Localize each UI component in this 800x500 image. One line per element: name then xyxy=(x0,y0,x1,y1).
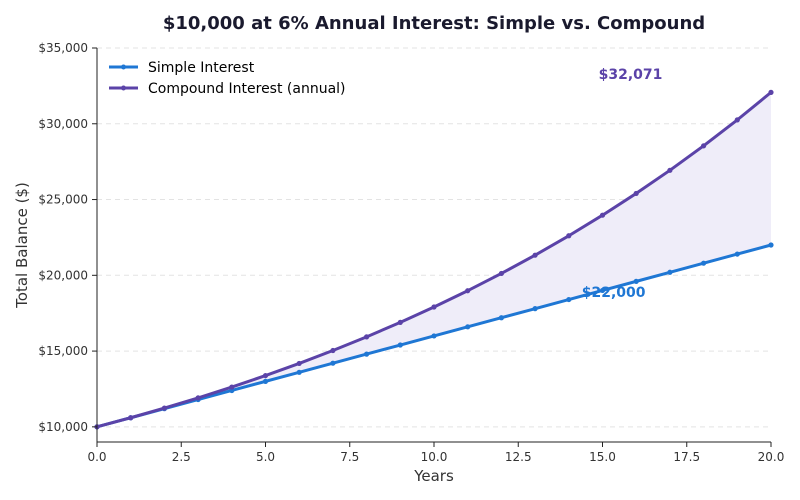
x-tick-label-3: 7.5 xyxy=(340,450,359,464)
y-tick-label-3: $25,000 xyxy=(38,193,88,207)
series-1-point-10 xyxy=(431,304,437,310)
legend-label-compound: Compound Interest (annual) xyxy=(148,81,346,97)
x-tick-label-7: 17.5 xyxy=(673,450,700,464)
series-0-point-6 xyxy=(296,369,302,375)
series-0-point-7 xyxy=(330,360,336,366)
annotation-simple-final: $22,000 xyxy=(582,285,646,301)
series-1-point-20 xyxy=(768,89,774,95)
grid-layer xyxy=(97,47,771,428)
x-tick-label-2: 5.0 xyxy=(256,450,275,464)
chart-title: $10,000 at 6% Annual Interest: Simple vs… xyxy=(163,13,705,34)
y-tick-label-0: $10,000 xyxy=(38,420,88,434)
series-0-point-17 xyxy=(667,269,673,275)
series-0-point-19 xyxy=(734,251,740,257)
series-1-point-7 xyxy=(330,347,336,354)
series-0-point-5 xyxy=(262,378,269,384)
series-0-point-18 xyxy=(701,260,707,266)
series-1-point-12 xyxy=(498,270,504,277)
series-1-point-13 xyxy=(532,252,538,258)
series-0-point-20 xyxy=(768,242,774,248)
series-1-point-5 xyxy=(262,372,269,379)
x-tick-label-4: 10.0 xyxy=(421,450,448,464)
series-0-point-8 xyxy=(364,351,370,357)
series-1-point-4 xyxy=(229,384,235,390)
series-1-point-18 xyxy=(701,143,707,149)
annotation-layer: $32,071 $22,000 xyxy=(582,67,663,301)
series-1-point-3 xyxy=(195,395,201,401)
series-1-point-11 xyxy=(465,288,471,294)
x-tick-label-8: 20.0 xyxy=(758,450,785,464)
x-tick-layer: 0.0 2.5 5.0 7.5 10.0 12.5 15.0 17.5 20.0 xyxy=(87,442,784,464)
series-0-point-10 xyxy=(431,333,437,339)
series-1-point-8 xyxy=(364,334,370,340)
y-axis-label: Total Balance ($) xyxy=(13,182,31,309)
legend-marker-compound xyxy=(121,85,126,91)
series-0-point-13 xyxy=(532,306,538,312)
y-tick-layer: $10,000 $15,000 $20,000 $25,000 $30,000 $35,0… xyxy=(38,41,97,434)
y-tick-label-1: $15,000 xyxy=(38,344,88,358)
series-layer xyxy=(94,89,774,430)
legend-marker-simple xyxy=(121,64,126,70)
annotation-compound-final: $32,071 xyxy=(599,67,663,83)
series-1-point-9 xyxy=(397,319,403,325)
y-tick-label-5: $35,000 xyxy=(38,41,88,55)
series-0-point-12 xyxy=(498,315,504,321)
series-1-point-1 xyxy=(128,415,134,421)
series-0-point-9 xyxy=(397,342,403,348)
series-0-point-14 xyxy=(566,296,572,303)
series-1-point-16 xyxy=(633,190,639,197)
x-axis-label: Years xyxy=(413,467,454,485)
series-1-point-19 xyxy=(734,117,740,123)
x-tick-label-6: 15.0 xyxy=(589,450,616,464)
y-tick-label-4: $30,000 xyxy=(38,117,88,131)
series-0-point-16 xyxy=(633,278,639,284)
x-tick-label-1: 2.5 xyxy=(172,450,191,464)
series-1-point-14 xyxy=(566,233,572,239)
series-0-point-15 xyxy=(599,287,606,294)
interest-gap-fill xyxy=(97,92,771,427)
series-1-point-15 xyxy=(599,212,606,218)
legend-label-simple: Simple Interest xyxy=(148,60,255,76)
x-tick-label-5: 12.5 xyxy=(505,450,532,464)
series-1-point-17 xyxy=(667,167,673,173)
series-1-point-6 xyxy=(296,360,302,367)
series-0-point-11 xyxy=(465,324,471,330)
x-tick-label-0: 0.0 xyxy=(87,450,106,464)
series-1-point-2 xyxy=(161,405,167,411)
legend: Simple Interest Compound Interest (annua… xyxy=(109,60,346,97)
y-tick-label-2: $20,000 xyxy=(38,268,88,282)
